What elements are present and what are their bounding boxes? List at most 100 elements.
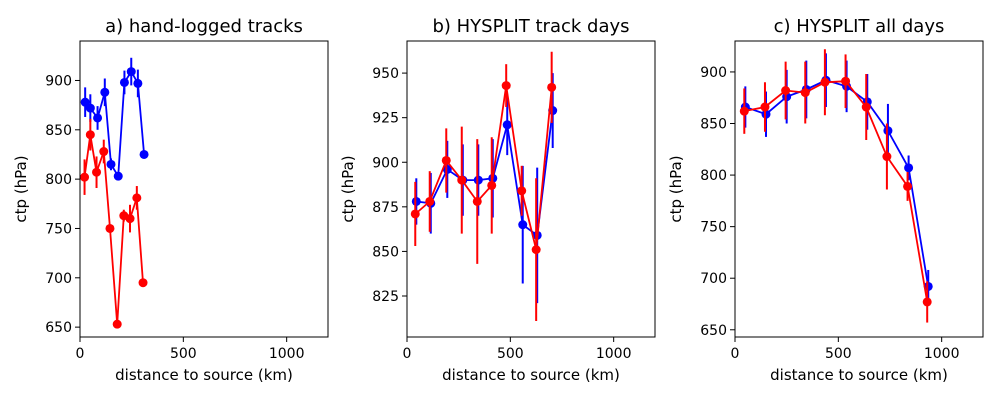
- y-tick-label: 800: [700, 168, 727, 184]
- y-tick-label: 850: [372, 244, 399, 260]
- data-point: [80, 172, 90, 182]
- data-point: [126, 67, 136, 77]
- data-point: [531, 245, 541, 255]
- data-point: [80, 97, 90, 107]
- data-point: [105, 223, 115, 233]
- data-point: [410, 209, 420, 219]
- data-point: [501, 81, 511, 91]
- data-point: [133, 78, 143, 88]
- data-point: [85, 130, 95, 140]
- y-tick-label: 825: [372, 289, 399, 305]
- series-line: [414, 85, 553, 250]
- y-axis-label: ctp (hPa): [667, 155, 685, 222]
- series-line: [84, 69, 145, 180]
- data-point: [442, 164, 452, 174]
- y-tick-label: 900: [372, 155, 399, 171]
- axes-frame: [406, 40, 656, 338]
- data-point: [781, 86, 791, 96]
- x-axis-label: distance to source (km): [442, 366, 620, 384]
- y-tick-label: 875: [372, 200, 399, 216]
- y-axis-label: ctp (hPa): [339, 155, 357, 222]
- data-point: [112, 319, 122, 329]
- x-tick-label: 500: [497, 346, 524, 362]
- series-line: [416, 110, 554, 238]
- y-tick-label: 850: [700, 117, 727, 133]
- data-point: [139, 149, 149, 159]
- data-point: [85, 103, 95, 113]
- data-point: [441, 155, 451, 165]
- data-point: [132, 193, 142, 203]
- series-red: [410, 51, 557, 321]
- data-point: [883, 126, 893, 136]
- x-tick-label: 1000: [269, 346, 305, 362]
- y-tick-label: 650: [700, 323, 727, 339]
- data-point: [106, 159, 116, 169]
- series-blue: [80, 57, 149, 181]
- data-point: [547, 82, 557, 92]
- x-axis-label: distance to source (km): [115, 366, 293, 384]
- data-point: [903, 181, 913, 191]
- data-point: [760, 102, 770, 112]
- chart-panel-2: b) HYSPLIT track days 0 500 1000 825 850 875 90…: [339, 16, 656, 384]
- data-point: [904, 163, 914, 173]
- data-point: [800, 88, 810, 98]
- data-point: [92, 167, 102, 177]
- y-tick-label: 750: [700, 220, 727, 236]
- data-point: [457, 175, 467, 185]
- y-tick-label: 800: [45, 172, 72, 188]
- series-line: [83, 134, 144, 325]
- data-point: [472, 196, 482, 206]
- x-tick-label: 0: [76, 346, 85, 362]
- data-point: [761, 109, 771, 119]
- x-tick-label: 1000: [924, 346, 960, 362]
- chart-title: a) hand-logged tracks: [105, 16, 303, 37]
- x-tick-label: 0: [731, 346, 740, 362]
- series-line: [744, 80, 929, 303]
- data-point: [882, 152, 892, 162]
- series-blue: [740, 53, 933, 303]
- data-point: [518, 220, 528, 230]
- y-tick-label: 925: [372, 111, 399, 127]
- data-point: [411, 196, 421, 206]
- chart-title: b) HYSPLIT track days: [432, 16, 629, 37]
- chart-panel-1: a) hand-logged tracks 0 500 1000 650 700 750 80…: [12, 16, 329, 384]
- series-line: [745, 79, 930, 287]
- data-point: [113, 171, 123, 181]
- data-point: [922, 297, 932, 307]
- data-point: [138, 278, 148, 288]
- y-tick-label: 900: [45, 73, 72, 89]
- y-tick-label: 700: [45, 271, 72, 287]
- x-tick-label: 500: [170, 346, 197, 362]
- y-tick-label: 700: [700, 271, 727, 287]
- data-point: [517, 186, 527, 196]
- axes-frame: [734, 40, 984, 338]
- y-tick-label: 650: [45, 320, 72, 336]
- data-point: [820, 77, 830, 87]
- data-point: [502, 120, 512, 130]
- chart-title: c) HYSPLIT all days: [774, 16, 945, 37]
- data-point: [119, 77, 129, 87]
- series-red: [80, 118, 148, 329]
- data-point: [861, 102, 871, 112]
- chart-panel-3: c) HYSPLIT all days 0 500 1000 650 700 750 800 8…: [667, 16, 984, 384]
- data-point: [923, 281, 933, 291]
- data-point: [93, 113, 103, 123]
- y-tick-label: 750: [45, 221, 72, 237]
- y-axis-label: ctp (hPa): [12, 155, 30, 222]
- y-tick-label: 850: [45, 123, 72, 139]
- x-axis-label: distance to source (km): [770, 366, 948, 384]
- x-tick-label: 500: [825, 346, 852, 362]
- data-point: [125, 214, 135, 224]
- data-point: [425, 196, 435, 206]
- data-point: [99, 147, 109, 157]
- y-tick-label: 950: [372, 66, 399, 82]
- y-tick-label: 900: [700, 65, 727, 81]
- axes-frame: [79, 40, 329, 338]
- x-tick-label: 0: [403, 346, 412, 362]
- x-tick-label: 1000: [596, 346, 632, 362]
- data-point: [841, 76, 851, 86]
- series-red: [739, 49, 932, 323]
- data-point: [487, 180, 497, 190]
- data-point: [473, 175, 483, 185]
